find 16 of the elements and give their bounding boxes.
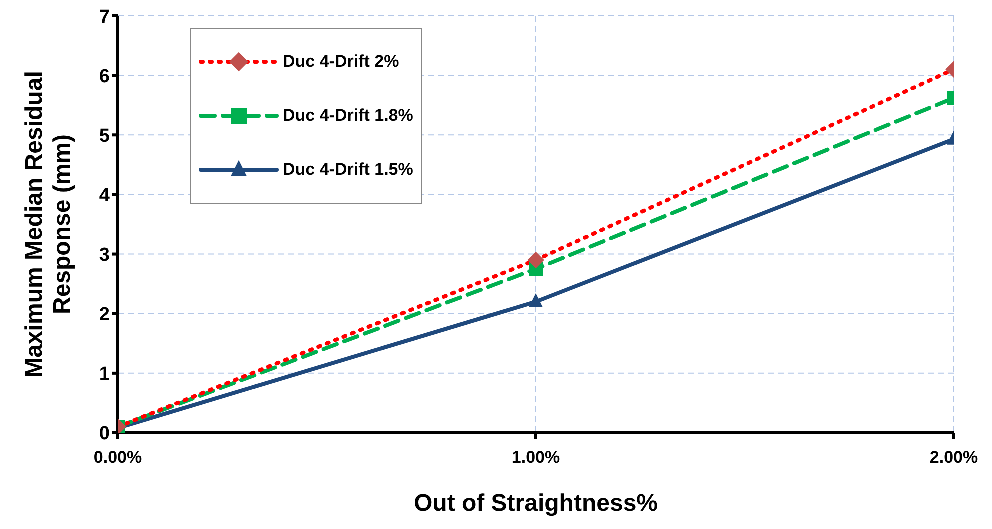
x-axis-title: Out of Straightness% xyxy=(414,490,658,517)
y-tick-label: 6 xyxy=(99,66,110,88)
y-tick-label: 0 xyxy=(99,424,110,445)
legend-label: Duc 4-Drift 2% xyxy=(283,52,400,72)
y-tick-label: 3 xyxy=(99,245,110,266)
y-tick-label: 7 xyxy=(99,6,110,28)
x-tick-label: 0.00% xyxy=(94,448,142,468)
legend-label: Duc 4-Drift 1.8% xyxy=(283,106,414,126)
x-tick-label: 1.00% xyxy=(512,448,560,468)
y-tick-label: 4 xyxy=(99,185,110,206)
legend-label: Duc 4-Drift 1.5% xyxy=(283,160,414,180)
x-tick-label: 2.00% xyxy=(930,448,978,468)
y-axis-title: Maximum Median Residual Response (mm) xyxy=(21,71,76,378)
y-tick-label: 5 xyxy=(99,126,110,147)
y-tick-label: 1 xyxy=(99,364,110,386)
y-tick-label: 2 xyxy=(99,304,110,326)
